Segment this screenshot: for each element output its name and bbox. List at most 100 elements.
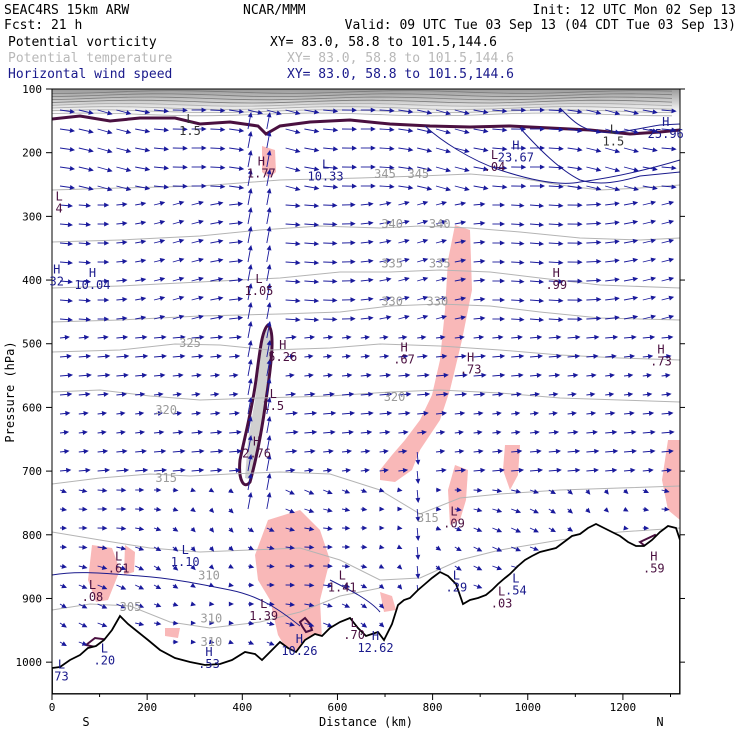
wind-vectors	[59, 107, 691, 647]
wind-vector-head	[247, 301, 253, 308]
wind-vector-head	[190, 582, 196, 588]
wind-vector-head	[332, 108, 339, 114]
wind-vector-head	[646, 373, 652, 378]
wind-vector-head	[138, 526, 145, 532]
wind-vector-head	[379, 525, 385, 531]
valid-time: Valid: 09 UTC Tue 03 Sep 13 (04 CDT Tue …	[345, 18, 736, 33]
wind-vector-head	[247, 244, 253, 251]
wind-vector-head	[478, 411, 484, 416]
wind-vector-head	[332, 165, 339, 171]
wind-vector-head	[159, 315, 166, 320]
wind-vector-head	[499, 259, 506, 265]
wind-vector-head	[182, 183, 188, 189]
wind-vector-head	[269, 582, 275, 588]
wind-vector-head	[593, 467, 599, 473]
wind-vector-head	[519, 279, 525, 284]
wind-vector-head	[502, 165, 508, 171]
terrain-surface	[52, 522, 680, 694]
wind-vector-head	[687, 259, 691, 262]
wind-vector-head	[327, 602, 333, 608]
theta-335-line	[52, 269, 680, 289]
wind-vector-head	[344, 563, 351, 569]
wind-vector-head	[623, 488, 629, 494]
wind-vector-head	[685, 566, 689, 569]
wind-vector-head	[105, 353, 111, 359]
theta-label-320: 320	[155, 403, 177, 417]
wind-vector-head	[378, 563, 385, 569]
wind-vector	[680, 547, 688, 548]
wind-vector-head	[173, 487, 179, 493]
wind-vector-head	[327, 622, 333, 628]
wind-vector-head	[237, 239, 244, 245]
wind-vector-head	[141, 372, 148, 378]
wind-vector-head	[499, 221, 506, 227]
wind-vector-head	[345, 354, 351, 359]
wind-vector-head	[439, 430, 446, 435]
wind-vector	[680, 298, 691, 300]
wind-vector-head	[190, 601, 196, 607]
wind-vector-head	[387, 391, 393, 397]
wind-vector-head	[69, 109, 76, 114]
wind-vector-head	[67, 317, 74, 323]
extremum-value: 1.41	[328, 580, 357, 594]
pv-tower-upper-region	[262, 146, 276, 178]
wind-vector-head	[64, 335, 70, 340]
wind-vector-head	[295, 110, 301, 116]
wind-vector-head	[198, 238, 204, 244]
wind-vector-head	[220, 108, 226, 114]
extremum-low-symbol: L	[453, 568, 460, 582]
wind-vector-head	[295, 167, 301, 173]
wind-vector-head	[614, 167, 621, 173]
wind-vector-head	[345, 525, 351, 531]
wind-vector-head	[327, 373, 334, 378]
wind-vector-head	[404, 314, 410, 320]
extremum-value: .03	[491, 596, 513, 610]
wind-vector-head	[351, 126, 358, 132]
wind-vector-head	[144, 147, 151, 153]
wind-vector-head	[632, 238, 639, 244]
field-1-name: Potential vorticity	[8, 35, 157, 50]
wind-vector-head	[218, 315, 224, 320]
wind-vector-head	[295, 317, 301, 323]
pv-small-region	[165, 628, 180, 638]
x-tick-label: 400	[232, 701, 252, 714]
wind-vector-head	[515, 488, 522, 494]
theta-label-330: 330	[427, 295, 449, 309]
wind-vector-head	[538, 317, 545, 323]
x-tick-label: 1000	[515, 701, 542, 714]
wind-vector-head	[553, 392, 559, 397]
wind-vector-head	[122, 448, 128, 454]
wind-vector-head	[198, 200, 204, 206]
wind-vector-head	[539, 164, 546, 170]
wind-vector-head	[163, 108, 170, 114]
wind-vector-head	[350, 278, 356, 284]
wind-vector-head	[85, 241, 92, 246]
plot-area	[52, 89, 691, 694]
wind-vector-head	[180, 334, 186, 340]
wind-vector-head	[292, 410, 299, 416]
wind-vector-head	[386, 277, 392, 282]
wind-vector-head	[313, 128, 320, 134]
wind-vector-head	[396, 544, 403, 549]
wind-vector-head	[176, 392, 183, 397]
wind-vector-head	[555, 448, 562, 454]
wind-vector-head	[386, 410, 393, 416]
wind-vector-head	[685, 489, 689, 492]
wind-vector-head	[144, 128, 151, 134]
wind-vector-head	[477, 487, 483, 493]
wind-vector	[680, 413, 691, 414]
wind-vector-head	[595, 109, 602, 115]
extremum-value: 1.5	[262, 399, 284, 413]
wind-vector-head	[238, 109, 245, 114]
wind-vector-head	[228, 545, 234, 551]
extremum-low-symbol: L	[115, 549, 122, 563]
wind-vector-head	[567, 526, 574, 532]
wind-vector-head	[685, 605, 689, 608]
wind-vector-head	[291, 334, 297, 340]
wind-vector-head	[247, 377, 253, 384]
wind-vector-head	[295, 241, 301, 247]
wind-vector-head	[247, 225, 253, 232]
wind-vector-head	[383, 468, 389, 473]
wind-vector-head	[236, 334, 242, 340]
wind-vector-head	[515, 528, 522, 533]
